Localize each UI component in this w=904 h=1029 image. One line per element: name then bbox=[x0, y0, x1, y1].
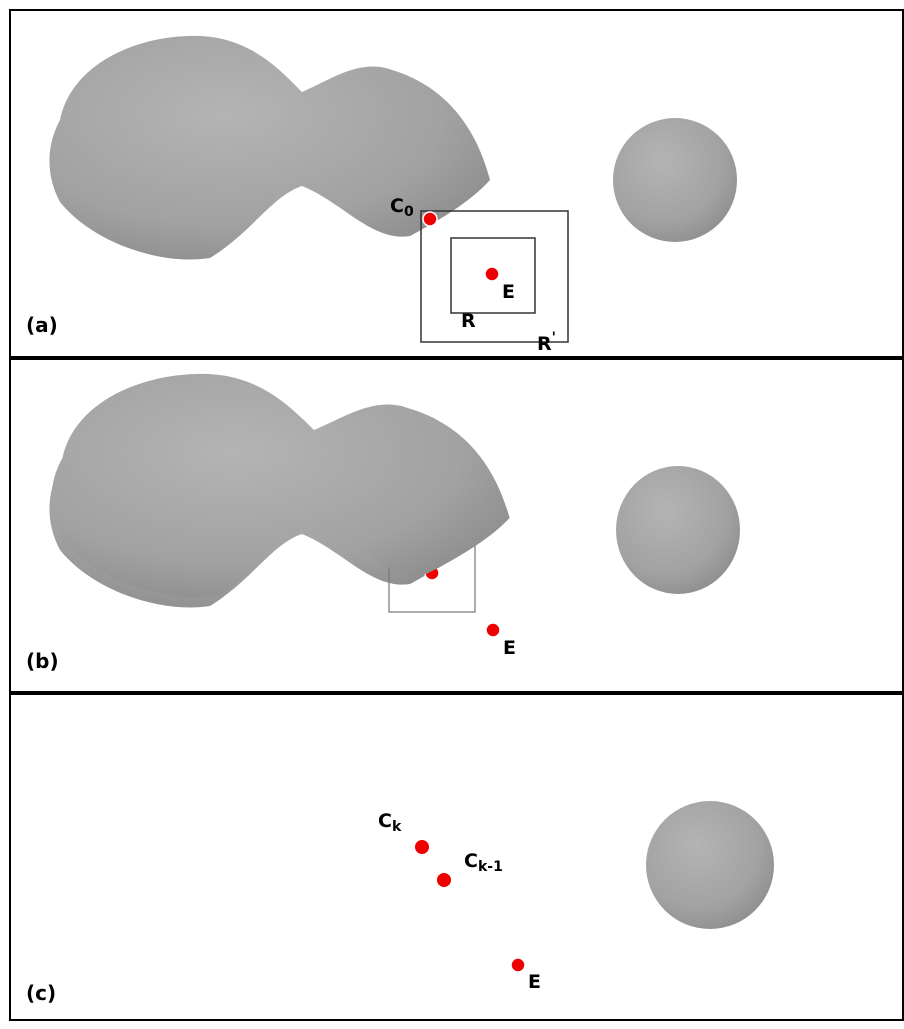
label-part: C bbox=[378, 810, 392, 832]
point bbox=[423, 212, 437, 226]
panel-label: (b) bbox=[26, 649, 59, 673]
point bbox=[486, 623, 500, 637]
point bbox=[511, 958, 525, 972]
label-part: 0 bbox=[404, 204, 414, 220]
point-label: E bbox=[502, 281, 515, 303]
shape bbox=[646, 801, 774, 929]
point-label: E bbox=[528, 971, 541, 993]
label-part: C bbox=[390, 195, 404, 217]
point bbox=[414, 839, 430, 855]
point bbox=[485, 267, 499, 281]
panel-label: (c) bbox=[26, 981, 56, 1005]
label-part: k-1 bbox=[478, 859, 503, 875]
figure: C0 E R R' (a) C1 C0 E (b) Ck Ck-1 E (c) bbox=[0, 0, 904, 1029]
label-part: C bbox=[464, 850, 478, 872]
label-part: ' bbox=[552, 330, 556, 346]
point bbox=[436, 872, 452, 888]
label-part: R bbox=[537, 333, 552, 355]
panel-label: (a) bbox=[26, 313, 58, 337]
label-part: k bbox=[392, 819, 402, 835]
shape bbox=[613, 118, 737, 242]
box-label: R bbox=[461, 310, 476, 332]
point-label: E bbox=[503, 637, 516, 659]
shape bbox=[616, 466, 740, 594]
